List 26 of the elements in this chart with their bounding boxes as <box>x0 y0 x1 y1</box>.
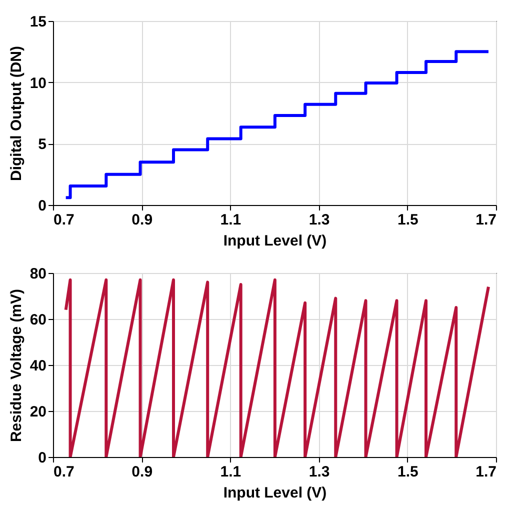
x-tick-label: 0.9 <box>132 464 153 480</box>
line-series <box>64 278 490 457</box>
x-tick-label: 1.5 <box>397 464 418 480</box>
x-tick-label: 0.7 <box>54 464 74 480</box>
y-tick-label: 80 <box>30 266 46 282</box>
y-axis-title: Digital Output (DN) <box>8 46 25 181</box>
x-tick-label: 1.5 <box>397 212 418 228</box>
y-tick-label: 40 <box>30 358 46 374</box>
x-tick-label: 0.9 <box>132 212 153 228</box>
x-tick-label: 0.7 <box>54 212 74 228</box>
x-tick-label: 1.1 <box>220 464 242 480</box>
y-tick-label: 5 <box>38 136 46 154</box>
x-axis-title: Input Level (V) <box>223 484 327 502</box>
y-tick-label: 15 <box>30 14 46 30</box>
y-tick-label: 10 <box>30 74 46 92</box>
x-tick-label: 1.1 <box>220 212 242 228</box>
x-tick-label: 1.3 <box>308 464 330 480</box>
x-tick-label: 1.7 <box>476 464 496 480</box>
x-tick-label: 1.7 <box>476 212 496 228</box>
y-tick-label: 20 <box>30 404 46 420</box>
x-axis-title: Input Level (V) <box>223 232 327 250</box>
y-tick-label: 0 <box>38 450 46 466</box>
y-tick-label: 0 <box>38 198 46 214</box>
x-tick-label: 1.3 <box>308 212 330 228</box>
y-tick-label: 60 <box>30 312 46 328</box>
y-axis-title: Residue Voltage (mV) <box>8 288 25 442</box>
